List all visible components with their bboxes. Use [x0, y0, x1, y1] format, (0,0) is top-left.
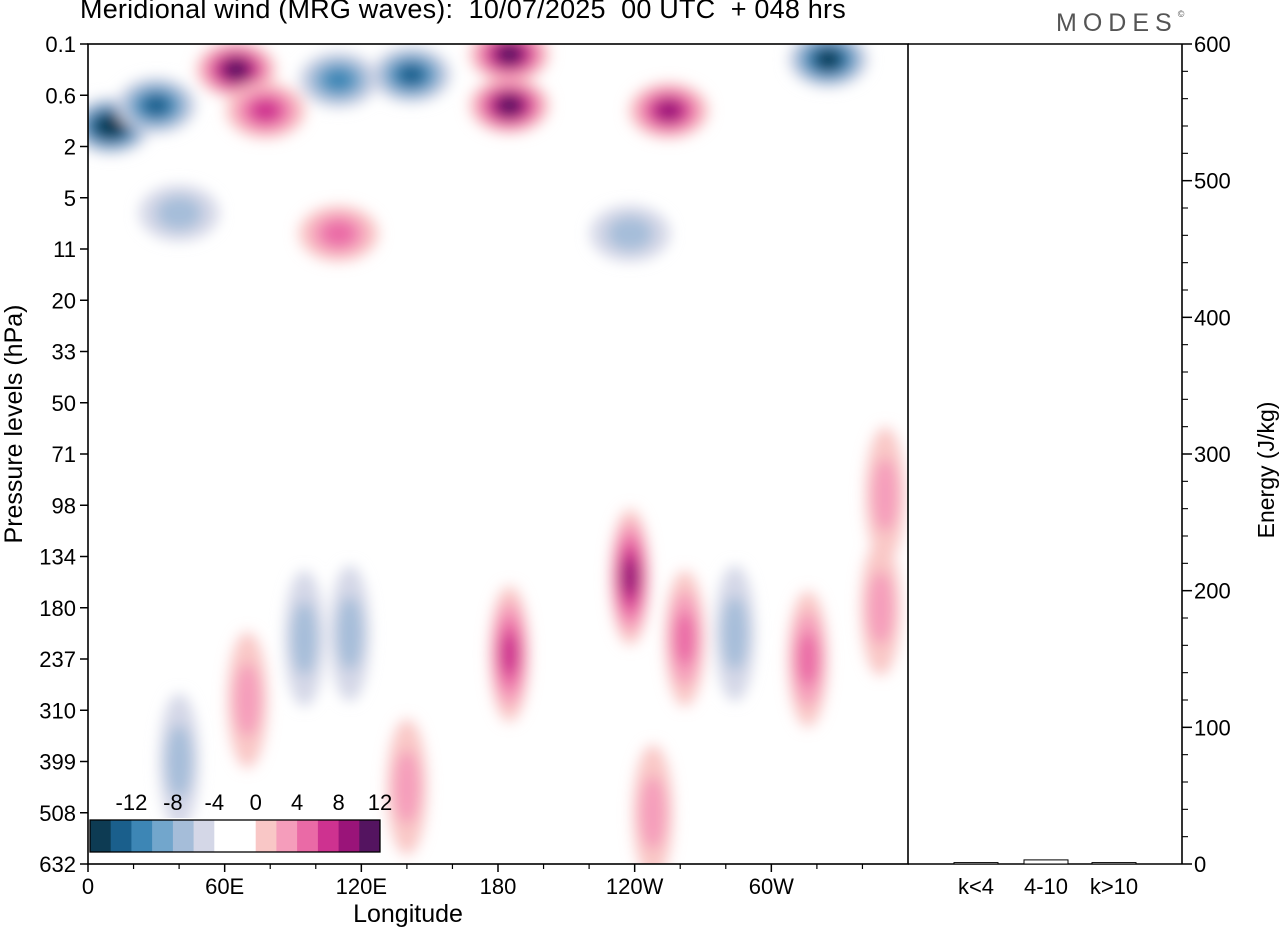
heatmap-cell [872, 458, 899, 532]
energy-tick-label: 100 [1194, 715, 1231, 740]
brand-logo-text: MODES [1056, 9, 1178, 37]
x-tick-label: 180 [480, 874, 517, 899]
colorbar-label: 8 [332, 790, 344, 815]
colorbar: -12 -8 -4 0 4 8 12 [88, 790, 392, 854]
energy-tick-label: 600 [1194, 32, 1231, 57]
heatmap-blobs [88, 44, 906, 864]
heatmap-cell [324, 68, 354, 92]
colorbar-label: 4 [291, 790, 303, 815]
page-title: Meridional wind (MRG waves): 10/07/2025 … [80, 0, 846, 24]
heatmap-cell [336, 596, 363, 671]
heatmap-cell [393, 750, 420, 825]
colorbar-swatch [90, 820, 112, 852]
colorbar-swatch [297, 820, 319, 852]
energy-tick-label: 400 [1194, 305, 1231, 330]
colorbar-swatch [214, 820, 236, 852]
colorbar-swatch [172, 820, 194, 852]
colorbar-label: -4 [205, 790, 225, 815]
colorbar-swatch [131, 820, 153, 852]
energy-tick-label: 300 [1194, 442, 1231, 467]
heatmap-cell [656, 100, 682, 121]
y-axis-title: Pressure levels (hPa) [0, 305, 28, 544]
y-tick-label: 2 [64, 135, 76, 160]
y-tick-label: 33 [52, 340, 76, 365]
colorbar-label: -12 [116, 790, 148, 815]
heatmap-cell [497, 44, 522, 64]
heatmap-cell [499, 632, 519, 676]
x-tick-label: 120E [336, 874, 387, 899]
colorbar-swatch [276, 820, 298, 852]
heatmap-cell [224, 59, 248, 80]
y-tick-label: 399 [39, 750, 76, 775]
heatmap-cell [234, 663, 261, 737]
heatmap-cell [291, 601, 318, 676]
heatmap-cell [156, 196, 203, 231]
colorbar-label: 0 [250, 790, 262, 815]
x-tick-label: 60E [205, 874, 244, 899]
heatmap-cell [867, 570, 894, 645]
heatmap-cell [321, 220, 356, 247]
y-tick-label: 180 [39, 596, 76, 621]
heatmap-cell [99, 116, 122, 136]
energy-bar [953, 862, 999, 865]
heatmap-cell [497, 95, 522, 116]
heatmap-cell [251, 99, 281, 123]
x-tick-label: 0 [82, 874, 94, 899]
heatmap-cell [143, 95, 170, 116]
heatmap-cell [797, 632, 819, 686]
y-tick-label: 98 [52, 493, 76, 518]
heatmap-cell [674, 611, 696, 666]
y-tick-label: 5 [64, 186, 76, 211]
x-tick-label: 120W [606, 874, 664, 899]
brand-logo: MODES© [1056, 9, 1184, 38]
energy-category-label: k>10 [1090, 874, 1138, 899]
energy-axis-title: Energy (J/kg) [1253, 402, 1279, 539]
heatmap-cell [639, 775, 666, 850]
energy-tick-label: 200 [1194, 579, 1231, 604]
heatmap-cell [607, 216, 654, 251]
y-tick-label: 11 [53, 237, 76, 262]
colorbar-swatch [317, 820, 339, 852]
heatmap-cell [621, 558, 639, 596]
heatmap-frame [87, 43, 909, 865]
y-tick-label: 134 [39, 545, 76, 570]
heatmap-axes: 0.1 0.6 2 5 11 20 33 50 71 98 134 180 237 310 399 508 63… [0, 32, 909, 928]
y-tick-label: 0.1 [45, 32, 76, 57]
y-tick-label: 310 [39, 698, 76, 723]
x-tick-label: 60W [749, 874, 794, 899]
energy-tick-label: 500 [1194, 169, 1231, 194]
y-tick-label: 71 [52, 442, 76, 467]
y-tick-label: 50 [52, 391, 76, 416]
y-tick-label: 20 [52, 288, 76, 313]
colorbar-label: 12 [368, 790, 392, 815]
heatmap-cell [398, 64, 425, 86]
colorbar-label: -8 [163, 790, 183, 815]
heatmap-field [88, 44, 906, 864]
colorbar-swatch [152, 820, 174, 852]
heatmap-cell [816, 49, 840, 70]
brand-logo-mark: © [1177, 9, 1185, 19]
colorbar-swatch [235, 820, 257, 852]
energy-tick-label: 0 [1194, 852, 1206, 877]
colorbar-swatch [193, 820, 215, 852]
colorbar-swatch [110, 820, 132, 852]
heatmap-cell [721, 596, 748, 671]
colorbar-swatch [255, 820, 277, 852]
y-tick-label: 508 [39, 801, 76, 826]
y-tick-label: 0.6 [45, 83, 76, 108]
energy-bar [1091, 862, 1137, 865]
energy-bar [1023, 859, 1069, 865]
heatmap-cell [166, 724, 193, 799]
energy-category-label: 4-10 [1024, 874, 1068, 899]
y-tick-label: 632 [39, 852, 76, 877]
x-axis-title: Longitude [353, 900, 463, 928]
colorbar-swatch [338, 820, 360, 852]
colorbar-swatch [359, 820, 381, 852]
colorbar-frame [89, 819, 381, 853]
energy-bar-chart: 0 100 200 300 400 500 600 Energy (J/kg) k<4 4-10 k… [908, 32, 1279, 899]
energy-category-label: k<4 [958, 874, 994, 899]
y-tick-label: 237 [39, 647, 76, 672]
